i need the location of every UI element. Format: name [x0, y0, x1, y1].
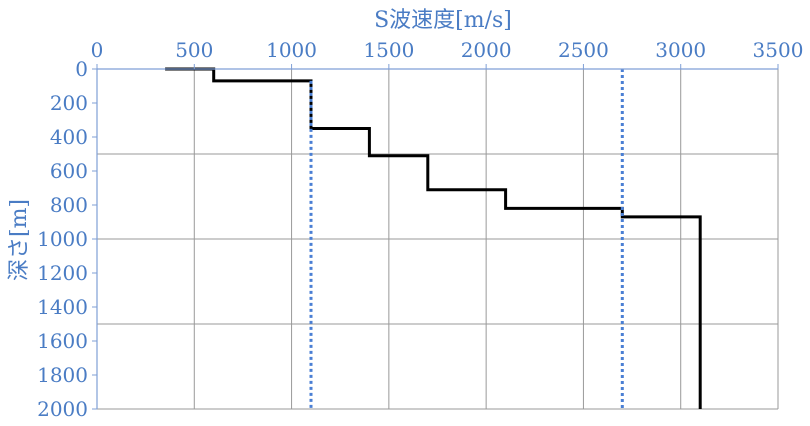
y-tick-labels: 0 200 400 600 800 1000 1200 1400 1600 1800 2000 — [37, 57, 88, 421]
y-tick-label: 600 — [50, 159, 88, 183]
x-tick-label: 2500 — [558, 38, 609, 62]
x-tick-label: 0 — [91, 38, 104, 62]
y-tick-label: 800 — [50, 193, 88, 217]
x-tick-label: 1500 — [363, 38, 414, 62]
x-tick-label: 2000 — [461, 38, 512, 62]
x-tick-labels: 0 500 1000 1500 2000 2500 3000 3500 — [91, 38, 804, 62]
x-axis-title: S波速度[m/s] — [374, 8, 512, 33]
x-tick-label: 500 — [175, 38, 213, 62]
grid-lines — [97, 69, 779, 410]
y-tick-label: 1800 — [37, 363, 88, 387]
y-tick-label: 200 — [50, 91, 88, 115]
y-tick-label: 1200 — [37, 261, 88, 285]
y-tick-label: 2000 — [37, 397, 88, 421]
axes — [92, 64, 779, 410]
x-tick-label: 1000 — [266, 38, 317, 62]
y-tick-label: 400 — [50, 125, 88, 149]
y-tick-label: 1000 — [37, 227, 88, 251]
y-tick-label: 0 — [75, 57, 88, 81]
y-axis-title: 深さ[m] — [7, 199, 32, 281]
x-tick-label: 3000 — [655, 38, 706, 62]
series-layer — [165, 67, 702, 409]
y-tick-label: 1400 — [37, 295, 88, 319]
y-tick-label: 1600 — [37, 329, 88, 353]
x-tick-label: 3500 — [753, 38, 804, 62]
